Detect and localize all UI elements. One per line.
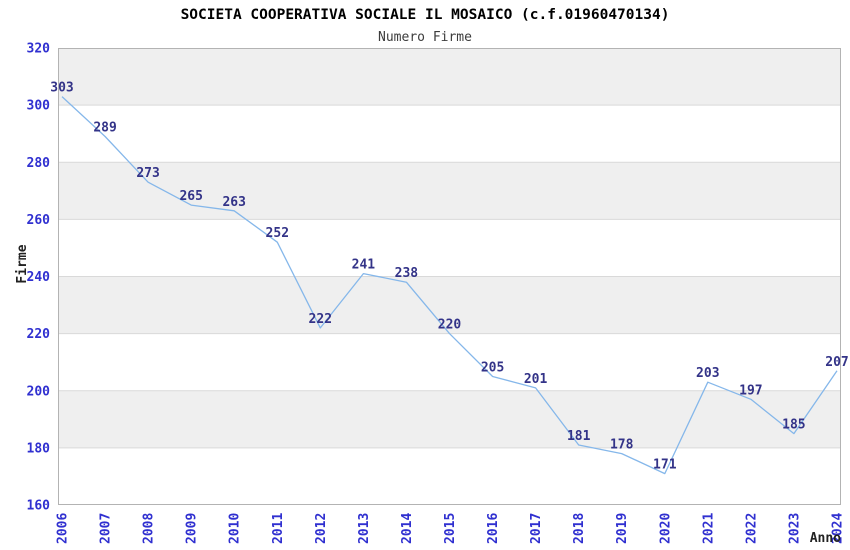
data-label: 265	[179, 189, 202, 204]
plot-band	[58, 162, 841, 220]
x-tick-label: 2020	[658, 513, 673, 544]
y-tick-label: 320	[27, 42, 51, 57]
x-tick-label: 2014	[400, 513, 415, 544]
plot-bands	[58, 48, 841, 448]
data-label: 207	[825, 355, 848, 370]
x-tick-label: 2016	[486, 513, 501, 544]
x-tick-label: 2023	[787, 513, 802, 544]
x-tick-label: 2018	[572, 513, 587, 544]
x-tick-label: 2007	[99, 513, 114, 544]
data-series-group	[61, 96, 838, 475]
x-tick-label: 2006	[56, 513, 71, 544]
y-tick-label: 240	[27, 270, 51, 285]
data-label: 273	[136, 166, 159, 181]
plot-border-group	[58, 48, 841, 505]
plot-band	[58, 48, 841, 106]
x-tick-label: 2011	[271, 513, 286, 544]
data-label: 185	[782, 418, 805, 433]
y-axis-tick-labels: 320 300 280 260 240 220 200 180 160	[27, 42, 51, 514]
plot-band	[58, 276, 841, 334]
data-label: 181	[567, 429, 591, 444]
data-label: 197	[739, 383, 762, 398]
y-tick-label: 200	[27, 384, 51, 399]
x-tick-label: 2017	[529, 513, 544, 544]
data-label: 201	[524, 372, 548, 387]
chart-subtitle: Numero Firme	[378, 30, 472, 45]
plot-band	[58, 390, 841, 448]
y-tick-label: 220	[27, 327, 51, 342]
data-label: 241	[352, 258, 376, 273]
data-label: 222	[309, 312, 332, 327]
x-tick-label: 2008	[142, 513, 157, 544]
plot-border	[58, 48, 841, 505]
y-tick-label: 260	[27, 213, 51, 228]
x-axis-tick-labels: 2006 2007 2008 2009 2010 2011 2012 2013 2014 2015…	[56, 513, 846, 544]
x-tick-label: 2010	[228, 513, 243, 544]
x-tick-label: 2013	[357, 513, 372, 544]
data-label: 263	[222, 195, 245, 210]
data-line	[61, 96, 838, 475]
data-label: 252	[266, 226, 289, 241]
x-tick-label: 2012	[314, 513, 329, 544]
data-label: 178	[610, 438, 634, 453]
x-tick-label: 2009	[185, 513, 200, 544]
data-point-labels: 303 289 273 265 263 252 222 241 238 220 205 201 181 1…	[50, 81, 848, 473]
chart-title: SOCIETA COOPERATIVA SOCIALE IL MOSAICO (…	[181, 7, 670, 23]
data-label: 238	[395, 266, 419, 281]
data-label: 303	[50, 81, 73, 96]
data-label: 203	[696, 366, 719, 381]
data-label: 220	[438, 318, 462, 333]
data-label: 171	[653, 458, 677, 473]
y-tick-label: 280	[27, 156, 51, 171]
data-label: 205	[481, 361, 504, 376]
y-tick-label: 180	[27, 441, 51, 456]
y-tick-label: 160	[27, 499, 51, 514]
data-label: 289	[93, 121, 116, 136]
y-tick-label: 300	[27, 99, 51, 114]
x-axis-title: Anno	[810, 531, 841, 546]
y-axis-title: Firme	[15, 244, 30, 283]
x-tick-label: 2021	[701, 513, 716, 544]
x-tick-label: 2022	[744, 513, 759, 544]
x-tick-label: 2015	[443, 513, 458, 544]
x-tick-label: 2019	[615, 513, 630, 544]
x-tick-label: 2024	[831, 513, 846, 544]
gridlines	[58, 104, 841, 449]
